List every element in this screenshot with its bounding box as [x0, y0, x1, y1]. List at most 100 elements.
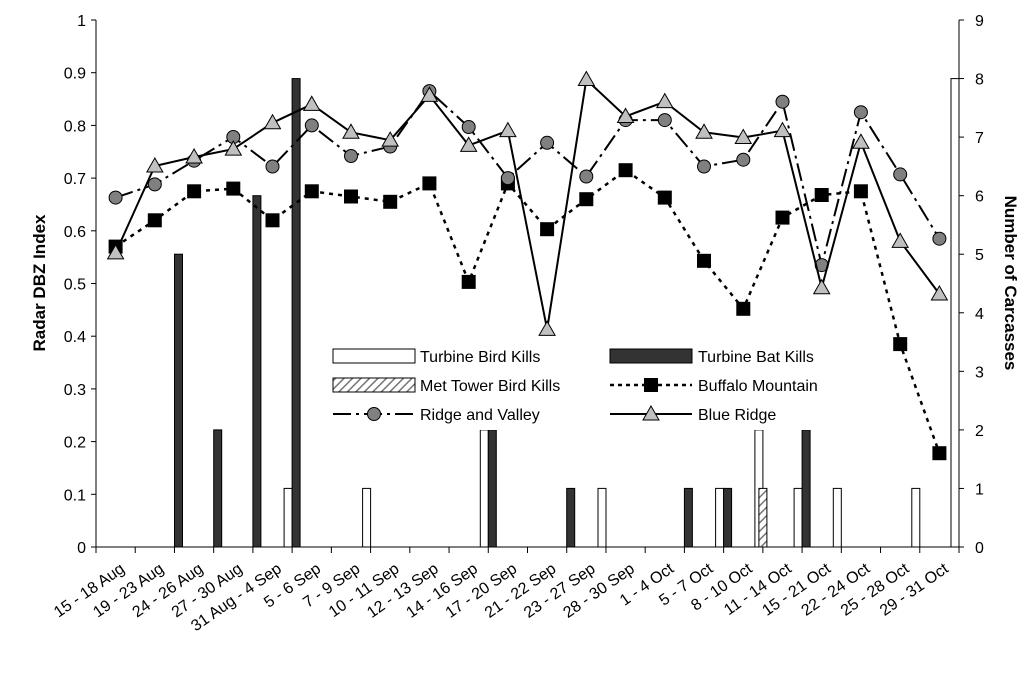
- point-blue-ridge-5: [302, 95, 321, 111]
- point-buffalo-mountain-13: [618, 163, 633, 178]
- left-tick-label: 0.4: [64, 329, 86, 346]
- bar-turbine-bird-kills-17: [793, 487, 803, 548]
- point-blue-ridge-10: [499, 121, 517, 138]
- point-blue-ridge-3: [224, 140, 243, 156]
- point-ridge-and-valley-5: [304, 118, 319, 133]
- legend-marker-ridge-and-valley: [367, 407, 381, 421]
- point-ridge-and-valley-6: [344, 149, 358, 163]
- point-blue-ridge-2: [185, 148, 203, 164]
- bar-turbine-bird-kills-4: [283, 487, 293, 548]
- bar-turbine-bat-kills-3: [252, 195, 262, 548]
- point-ridge-and-valley-15: [697, 159, 711, 174]
- right-tick-label: 0: [975, 540, 984, 557]
- bar-met-tower-bird-kills-16: [758, 487, 768, 548]
- left-tick-label: 0.2: [64, 435, 86, 452]
- bar-turbine-bird-kills-12: [597, 487, 607, 548]
- bar-turbine-bird-kills-15: [715, 487, 725, 548]
- legend-label-met-tower-bird-kills: Met Tower Bird Kills: [420, 378, 560, 395]
- legend-marker-buffalo-mountain: [644, 378, 658, 392]
- point-buffalo-mountain-18: [814, 188, 829, 202]
- point-blue-ridge-16: [734, 128, 753, 145]
- point-ridge-and-valley-17: [775, 94, 790, 109]
- point-buffalo-mountain-19: [853, 184, 868, 199]
- point-blue-ridge-12: [577, 70, 596, 87]
- right-tick-label: 1: [975, 481, 984, 498]
- bar-turbine-bat-kills-9: [487, 429, 497, 548]
- left-tick-label: 0.8: [64, 118, 86, 135]
- point-blue-ridge-11: [538, 320, 556, 336]
- point-ridge-and-valley-11: [540, 135, 555, 150]
- point-ridge-and-valley-10: [500, 171, 515, 186]
- left-tick-label: 0.7: [64, 171, 86, 188]
- right-tick-label: 6: [975, 189, 984, 206]
- legend-label-blue-ridge: Blue Ridge: [698, 407, 776, 424]
- point-buffalo-mountain-21: [932, 446, 947, 461]
- point-buffalo-mountain-7: [383, 194, 398, 209]
- point-ridge-and-valley-4: [265, 159, 280, 174]
- left-tick-label: 0.3: [64, 382, 86, 399]
- legend-label-turbine-bat-kills: Turbine Bat Kills: [698, 349, 814, 366]
- point-buffalo-mountain-6: [344, 189, 358, 204]
- point-buffalo-mountain-12: [579, 192, 594, 207]
- right-tick-label: 7: [975, 130, 984, 147]
- point-buffalo-mountain-1: [147, 213, 162, 228]
- point-buffalo-mountain-2: [187, 184, 202, 199]
- point-blue-ridge-19: [852, 133, 870, 149]
- right-tick-label: 5: [975, 247, 984, 264]
- line-ridge-and-valley: [115, 89, 941, 266]
- point-blue-ridge-13: [616, 107, 635, 123]
- right-tick-label: 8: [975, 72, 984, 89]
- point-ridge-and-valley-14: [657, 113, 672, 128]
- point-blue-ridge-8: [420, 86, 439, 102]
- point-ridge-and-valley-16: [736, 152, 751, 167]
- bar-turbine-bat-kills-11: [566, 487, 576, 548]
- point-buffalo-mountain-5: [304, 184, 319, 199]
- point-blue-ridge-20: [891, 232, 910, 248]
- point-buffalo-mountain-20: [893, 337, 908, 352]
- bar-turbine-bird-kills-20: [911, 487, 921, 548]
- left-axis-title: Radar DBZ Index: [30, 214, 49, 352]
- right-axis-title: Number of Carcasses: [1001, 196, 1018, 371]
- bar-turbine-bat-kills-17: [801, 429, 811, 548]
- bar-turbine-bat-kills-14: [683, 487, 693, 548]
- left-tick-label: 0: [77, 540, 86, 557]
- bars-layer: [174, 78, 960, 548]
- legend-label-buffalo-mountain: Buffalo Mountain: [698, 378, 818, 395]
- point-ridge-and-valley-21: [932, 231, 947, 246]
- bar-turbine-bat-kills-4: [291, 78, 301, 548]
- point-buffalo-mountain-9: [461, 274, 476, 289]
- point-blue-ridge-21: [930, 285, 949, 301]
- bar-turbine-bat-kills-1: [174, 253, 183, 548]
- bar-turbine-bat-kills-2: [213, 429, 223, 548]
- point-buffalo-mountain-15: [697, 253, 711, 268]
- legend: Turbine Bird Kills Turbine Bat Kills Met…: [310, 345, 850, 430]
- point-blue-ridge-6: [342, 123, 360, 139]
- line-blue-ridge: [114, 77, 941, 330]
- point-buffalo-mountain-16: [736, 301, 751, 316]
- left-tick-label: 0.9: [64, 66, 86, 83]
- left-tick-label: 0.6: [64, 224, 86, 241]
- point-blue-ridge-9: [459, 136, 478, 152]
- left-tick-label: 1: [77, 13, 86, 30]
- legend-marker-blue-ridge: [642, 404, 660, 421]
- point-ridge-and-valley-0: [108, 190, 123, 205]
- bar-turbine-bird-kills-9: [479, 429, 489, 548]
- point-blue-ridge-7: [381, 131, 400, 147]
- bar-turbine-bird-kills-6: [362, 487, 372, 548]
- legend-label-turbine-bird-kills: Turbine Bird Kills: [420, 349, 540, 366]
- bar-turbine-bird-kills-21: [950, 78, 960, 548]
- point-buffalo-mountain-11: [540, 222, 555, 237]
- point-blue-ridge-14: [655, 92, 674, 109]
- right-tick-label: 4: [975, 306, 984, 323]
- bar-turbine-bat-kills-15: [723, 487, 733, 548]
- left-tick-label: 0.5: [64, 277, 86, 294]
- legend-label-ridge-and-valley: Ridge and Valley: [420, 407, 540, 424]
- point-ridge-and-valley-1: [147, 177, 162, 192]
- point-ridge-and-valley-9: [461, 120, 476, 134]
- legend-swatch-turbine-bird-kills: [332, 348, 416, 364]
- point-buffalo-mountain-14: [657, 190, 672, 205]
- point-ridge-and-valley-12: [579, 169, 594, 184]
- point-blue-ridge-4: [263, 113, 282, 130]
- point-ridge-and-valley-19: [853, 105, 868, 120]
- point-blue-ridge-15: [695, 123, 713, 139]
